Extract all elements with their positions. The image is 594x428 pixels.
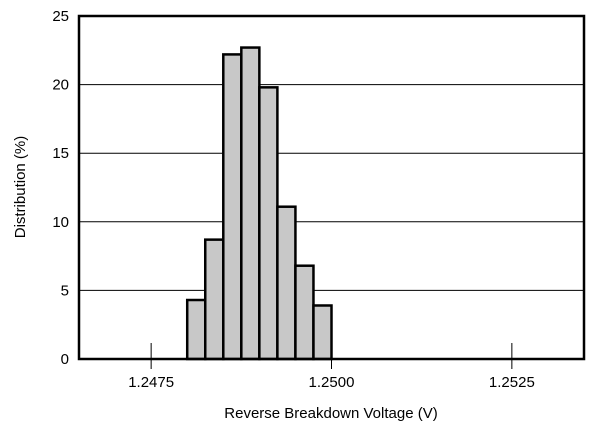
histogram-bar-4 (240, 46, 261, 361)
y-tick-labels: 0 5 10 15 20 25 (52, 8, 69, 368)
y-tick-label: 25 (52, 8, 69, 25)
histogram-bar-2 (204, 238, 225, 361)
histogram-bar-6 (276, 205, 297, 361)
x-tick-label: 1.2475 (128, 374, 174, 391)
y-tick-label: 10 (52, 214, 69, 231)
histogram-bar-8 (312, 304, 333, 361)
y-axis-title: Distribution (%) (12, 136, 29, 239)
histogram-bar-1 (185, 298, 207, 361)
y-tick-label: 15 (52, 145, 69, 162)
x-tick-labels: 1.2475 1.2500 1.2525 (128, 374, 535, 391)
plot-frame (77, 14, 586, 361)
y-tick-label: 0 (61, 351, 69, 368)
y-tick-label: 20 (52, 77, 69, 94)
x-tick-label: 1.2525 (489, 374, 535, 391)
x-axis-title: Reverse Breakdown Voltage (V) (224, 405, 437, 422)
grid-lines (79, 84, 584, 291)
y-tick-label: 5 (61, 282, 69, 299)
histogram-bar-3 (222, 53, 243, 361)
bars (185, 46, 333, 361)
histogram-bar-5 (258, 86, 279, 361)
tick-marks (150, 343, 513, 369)
x-tick-label: 1.2500 (309, 374, 355, 391)
histogram-bar-7 (294, 264, 315, 361)
